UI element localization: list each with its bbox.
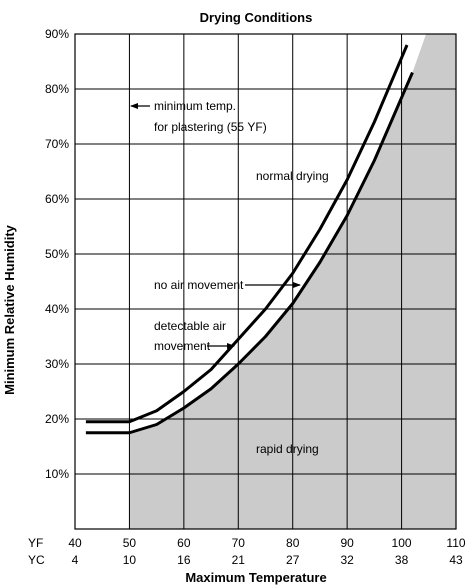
x-tick-label-c: 43 xyxy=(449,553,463,567)
x-tick-label-f: 100 xyxy=(392,536,412,550)
detectable-air-label-line2: movement xyxy=(154,339,211,353)
x-tick-label-f: 70 xyxy=(232,536,246,550)
min-temp-label-line2: for plastering (55 ΥF) xyxy=(154,120,267,134)
x-tick-label-c: 21 xyxy=(232,553,246,567)
y-tick-label: 80% xyxy=(45,82,69,96)
annotation-no-air-movement: no air movement xyxy=(154,278,301,292)
y-tick-label: 90% xyxy=(45,27,69,41)
x-unit-primary: ΥF xyxy=(28,536,43,550)
x-tick-label-c: 38 xyxy=(395,553,409,567)
rapid-drying-fill xyxy=(129,34,456,529)
x-tick-label-f: 40 xyxy=(68,536,82,550)
x-tick-labels: ΥF ΥC 40 50 60 70 80 90 100 110 4 10 16 21 27 32 38 43 xyxy=(28,536,466,567)
y-tick-label: 40% xyxy=(45,302,69,316)
y-tick-label: 20% xyxy=(45,412,69,426)
annotation-rapid-drying: rapid drying xyxy=(256,442,319,456)
x-tick-label-f: 90 xyxy=(340,536,354,550)
x-tick-label-f: 50 xyxy=(123,536,137,550)
plot-border xyxy=(74,33,457,530)
series-line-1 xyxy=(85,44,409,424)
rapid-drying-region xyxy=(129,34,456,529)
y-axis-title: Minimum Relative Humidity xyxy=(2,224,17,395)
x-unit-secondary: ΥC xyxy=(28,553,45,567)
x-tick-label-c: 27 xyxy=(286,553,300,567)
plot-frame xyxy=(74,33,457,530)
x-axis-title: Maximum Temperature xyxy=(185,570,326,585)
y-tick-label: 70% xyxy=(45,137,69,151)
y-tick-label: 60% xyxy=(45,192,69,206)
series-line-2 xyxy=(85,71,414,435)
x-tick-label-f: 80 xyxy=(286,536,300,550)
annotation-normal-drying: normal drying xyxy=(256,169,329,183)
x-tick-label-c: 10 xyxy=(123,553,137,567)
annotation-detectable-air-movement: detectable air movement xyxy=(154,319,235,353)
y-tick-labels: 10% 20% 30% 40% 50% 60% 70% 80% 90% xyxy=(45,27,69,481)
no-air-movement-label: no air movement xyxy=(154,278,244,292)
y-tick-label: 50% xyxy=(45,247,69,261)
detectable-air-label-line1: detectable air xyxy=(154,319,226,333)
x-tick-label-f: 110 xyxy=(446,536,465,550)
x-tick-label-c: 32 xyxy=(340,553,354,567)
annotation-min-temp: minimum temp. for plastering (55 ΥF) xyxy=(130,99,267,134)
min-temp-label-line1: minimum temp. xyxy=(154,99,236,113)
series-group xyxy=(85,44,414,435)
x-tick-label-c: 4 xyxy=(72,553,79,567)
x-tick-label-f: 60 xyxy=(177,536,191,550)
y-tick-label: 30% xyxy=(45,357,69,371)
x-tick-label-c: 16 xyxy=(177,553,191,567)
chart-title: Drying Conditions xyxy=(200,10,313,25)
y-tick-label: 10% xyxy=(45,467,69,481)
